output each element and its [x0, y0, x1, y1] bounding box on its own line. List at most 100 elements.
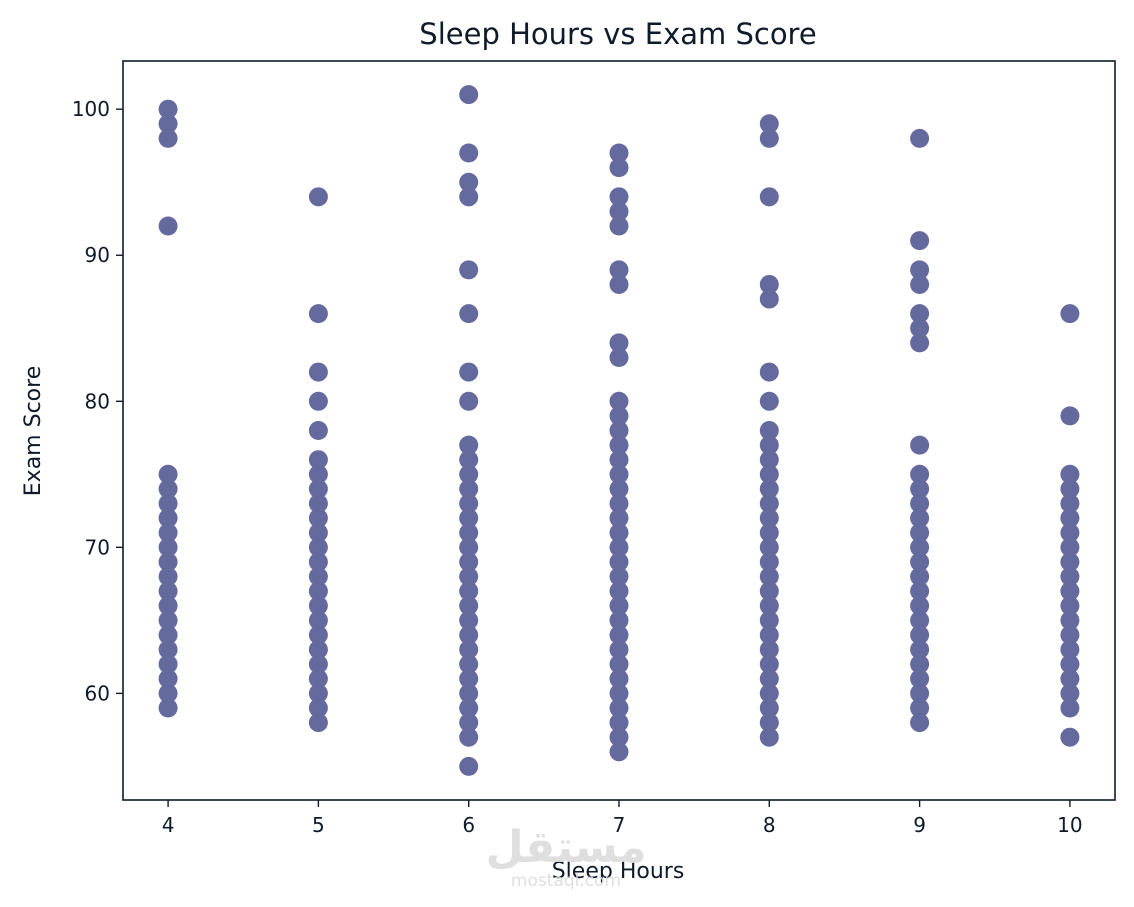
data-point: [609, 421, 629, 440]
data-point: [459, 523, 479, 543]
data-point: [308, 187, 328, 207]
data-point: [910, 435, 930, 455]
data-point: [459, 537, 479, 557]
x-tick-label: 9: [913, 813, 926, 837]
data-point: [759, 537, 779, 557]
data-point: [759, 508, 779, 528]
data-point: [459, 187, 479, 207]
data-point: [609, 669, 629, 689]
data-point: [308, 494, 328, 514]
data-point: [609, 567, 629, 587]
watermark-arabic: مستقل: [486, 822, 647, 873]
data-point: [759, 727, 779, 747]
data-point: [609, 450, 629, 470]
data-point: [910, 318, 930, 338]
data-point: [609, 537, 629, 557]
data-point: [759, 698, 779, 718]
data-point: [1060, 698, 1080, 718]
x-tick-label: 8: [763, 813, 776, 837]
data-point: [759, 654, 779, 674]
data-point: [910, 523, 930, 543]
data-point: [609, 260, 629, 280]
data-point: [609, 581, 629, 601]
data-point: [759, 479, 779, 499]
data-point: [759, 128, 779, 148]
data-point: [308, 362, 328, 382]
data-point: [910, 464, 930, 484]
data-point: [759, 464, 779, 484]
data-point: [158, 567, 178, 587]
data-point: [609, 742, 629, 762]
data-point: [609, 201, 629, 221]
data-point: [459, 435, 479, 455]
y-axis-ticks: 60 70 80 90 100: [72, 97, 123, 705]
data-point: [158, 698, 178, 718]
data-point: [759, 640, 779, 660]
data-point: [459, 450, 479, 470]
data-point: [609, 625, 629, 645]
data-point: [910, 713, 930, 733]
data-point: [910, 698, 930, 718]
data-point: [759, 581, 779, 601]
data-point: [158, 625, 178, 645]
data-point: [308, 523, 328, 543]
data-point: [910, 537, 930, 557]
data-point: [759, 494, 779, 514]
data-point: [158, 128, 178, 148]
data-point: [308, 713, 328, 733]
data-point: [609, 391, 629, 411]
data-point: [459, 362, 479, 382]
data-point: [308, 537, 328, 557]
data-point: [609, 347, 629, 367]
data-point: [1060, 508, 1080, 528]
data-point: [158, 508, 178, 528]
data-point: [759, 625, 779, 645]
data-point: [308, 581, 328, 601]
data-point: [609, 596, 629, 616]
data-point: [910, 640, 930, 660]
data-point: [308, 508, 328, 528]
chart-title: Sleep Hours vs Exam Score: [419, 17, 816, 51]
data-point: [1060, 494, 1080, 514]
data-point: [910, 669, 930, 689]
data-point: [459, 581, 479, 601]
data-point: [609, 274, 629, 294]
data-point: [308, 450, 328, 470]
data-point: [308, 567, 328, 587]
data-point: [609, 640, 629, 660]
data-point: [459, 610, 479, 630]
data-point: [158, 683, 178, 703]
data-point: [759, 187, 779, 207]
watermark-logo: مستقل mostaql.com: [486, 822, 647, 891]
x-axis-label: Sleep Hours: [552, 859, 685, 884]
data-point: [759, 450, 779, 470]
data-point: [158, 581, 178, 601]
data-point: [1060, 669, 1080, 689]
data-point: [609, 435, 629, 455]
data-point: [609, 610, 629, 630]
data-point: [759, 421, 779, 440]
data-point: [759, 362, 779, 382]
data-point: [308, 552, 328, 572]
data-point: [609, 552, 629, 572]
data-point: [609, 508, 629, 528]
data-point: [308, 698, 328, 718]
data-point: [910, 654, 930, 674]
data-point: [308, 391, 328, 411]
data-point: [459, 567, 479, 587]
data-point: [759, 669, 779, 689]
data-point: [759, 435, 779, 455]
data-point: [308, 479, 328, 499]
data-point: [1060, 552, 1080, 572]
data-point: [158, 669, 178, 689]
data-point: [308, 596, 328, 616]
data-point: [459, 143, 479, 163]
x-tick-label: 5: [312, 813, 325, 837]
data-point: [158, 479, 178, 499]
data-point: [1060, 567, 1080, 587]
data-point: [1060, 683, 1080, 703]
data-point: [308, 640, 328, 660]
data-point: [308, 464, 328, 484]
data-point: [158, 610, 178, 630]
